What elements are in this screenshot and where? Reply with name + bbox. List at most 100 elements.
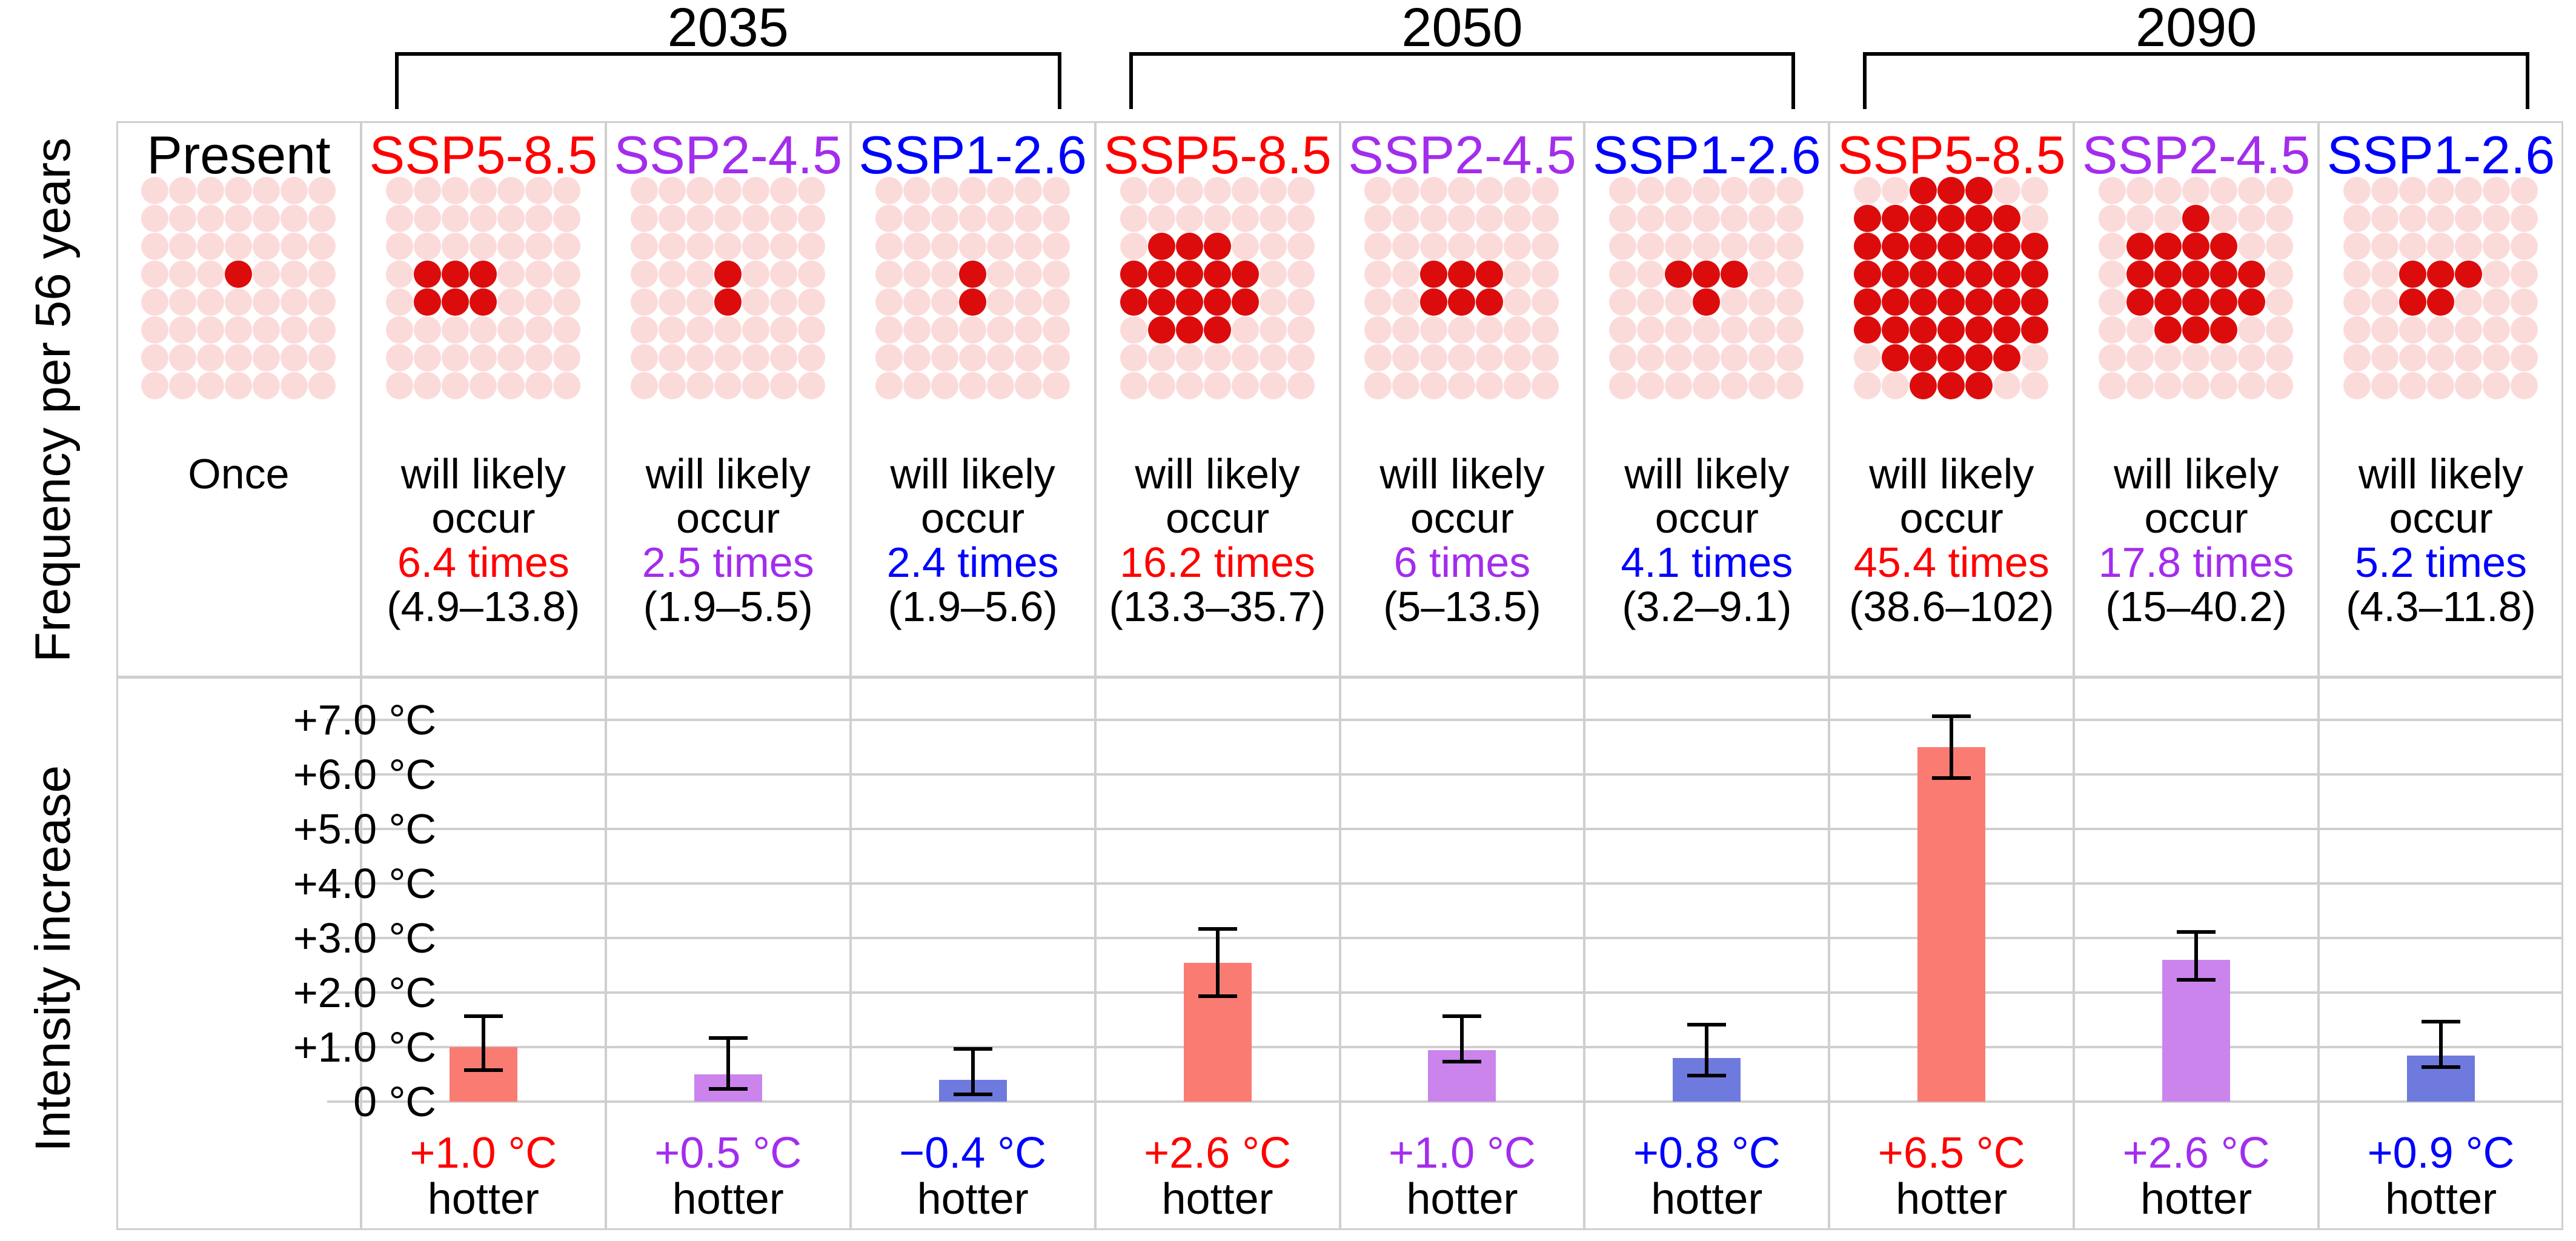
frequency-dot xyxy=(903,288,931,316)
frequency-dot xyxy=(658,344,686,371)
frequency-dot xyxy=(141,316,168,344)
frequency-dot xyxy=(769,288,797,316)
bar-value-label: −0.4 °C xyxy=(899,1129,1047,1177)
frequency-dot xyxy=(2371,316,2399,344)
frequency-dot xyxy=(385,372,413,399)
frequency-dot xyxy=(903,205,931,232)
frequency-dot xyxy=(497,205,525,232)
frequency-dot xyxy=(2238,233,2266,260)
frequency-dot-filled xyxy=(1910,288,1937,316)
frequency-dot-filled xyxy=(1965,261,1993,288)
error-bar-cap-top xyxy=(2422,1020,2461,1023)
frequency-dot xyxy=(2483,261,2511,288)
frequency-dot xyxy=(385,316,413,344)
freq-line-will: will likely xyxy=(400,450,566,497)
frequency-dot xyxy=(1882,372,1910,399)
frequency-dot xyxy=(1532,372,1559,399)
frequency-dot xyxy=(1776,288,1804,316)
frequency-dot xyxy=(1476,233,1504,260)
frequency-dot-filled xyxy=(1231,261,1259,288)
error-bar-cap-top xyxy=(2177,930,2216,934)
frequency-dot xyxy=(1259,205,1287,232)
frequency-dot xyxy=(2021,177,2049,204)
frequency-dot xyxy=(2455,316,2483,344)
frequency-dot xyxy=(1693,372,1721,399)
freq-times: 17.8 times xyxy=(2098,539,2294,586)
frequency-dot xyxy=(168,288,196,316)
frequency-dot xyxy=(2483,316,2511,344)
frequency-dot xyxy=(2371,177,2399,204)
frequency-dot xyxy=(497,344,525,371)
freq-times: 6 times xyxy=(1393,539,1531,586)
frequency-dot-filled xyxy=(1937,261,1965,288)
frequency-dot xyxy=(168,344,196,371)
frequency-dot xyxy=(2266,233,2294,260)
frequency-dot xyxy=(1259,233,1287,260)
frequency-dot xyxy=(497,261,525,288)
freq-line-will: will likely xyxy=(1624,450,1790,497)
frequency-dot-filled xyxy=(1854,233,1882,260)
error-bar-cap-top xyxy=(1932,714,1971,718)
frequency-dot xyxy=(1392,372,1420,399)
frequency-dot xyxy=(2427,372,2455,399)
freq-line-will: will likely xyxy=(2358,450,2524,497)
frequency-dot xyxy=(308,205,336,232)
bar-sublabel: hotter xyxy=(672,1175,784,1223)
scenario-header: SSP5-8.5 xyxy=(1837,125,2066,185)
frequency-dot xyxy=(1392,288,1420,316)
error-bar-stem xyxy=(2439,1020,2443,1069)
gridline xyxy=(327,773,2561,776)
freq-line-occur: occur xyxy=(1655,494,1759,542)
frequency-dot xyxy=(1637,372,1665,399)
frequency-dot-filled xyxy=(1910,261,1937,288)
frequency-dot xyxy=(658,205,686,232)
frequency-dot xyxy=(308,344,336,371)
frequency-dot xyxy=(875,344,903,371)
frequency-dot-filled xyxy=(1693,288,1721,316)
freq-line-will: will likely xyxy=(1869,450,2034,497)
frequency-dot xyxy=(168,205,196,232)
frequency-dot xyxy=(224,316,252,344)
freq-times: 45.4 times xyxy=(1853,539,2050,586)
frequency-dot xyxy=(2266,261,2294,288)
frequency-dot xyxy=(769,261,797,288)
frequency-dot-filled xyxy=(2238,288,2266,316)
frequency-dot-filled xyxy=(1937,177,1965,204)
frequency-dot xyxy=(1259,316,1287,344)
error-bar-cap-top xyxy=(1442,1014,1482,1018)
frequency-dot xyxy=(986,205,1014,232)
frequency-dot xyxy=(252,205,280,232)
frequency-dot xyxy=(469,372,497,399)
frequency-dot xyxy=(1120,177,1147,204)
frequency-dot-filled xyxy=(1147,316,1175,344)
freq-line-occur: occur xyxy=(2144,494,2248,542)
bar-value-label: +0.5 °C xyxy=(654,1129,802,1177)
freq-range: (3.2–9.1) xyxy=(1622,583,1792,630)
frequency-dot xyxy=(1665,177,1693,204)
frequency-dot xyxy=(196,372,224,399)
frequency-dot xyxy=(141,233,168,260)
frequency-dot xyxy=(141,205,168,232)
freq-range: (4.9–13.8) xyxy=(387,583,580,630)
error-bar-cap-top xyxy=(463,1014,503,1018)
frequency-dot xyxy=(1776,344,1804,371)
frequency-dot xyxy=(2266,372,2294,399)
freq-line-occur: occur xyxy=(431,494,536,542)
frequency-dot xyxy=(2099,205,2126,232)
frequency-dot xyxy=(1748,205,1776,232)
frequency-dot xyxy=(525,344,553,371)
frequency-dot xyxy=(196,233,224,260)
error-bar-cap-bottom xyxy=(708,1087,748,1091)
frequency-dot xyxy=(1637,316,1665,344)
frequency-dot xyxy=(1721,233,1748,260)
frequency-dot xyxy=(1532,344,1559,371)
frequency-dot xyxy=(280,316,308,344)
frequency-dot xyxy=(280,205,308,232)
frequency-dot xyxy=(1776,205,1804,232)
frequency-dot xyxy=(931,205,958,232)
frequency-dot xyxy=(308,372,336,399)
frequency-dot xyxy=(1364,344,1392,371)
frequency-once-label: Once xyxy=(188,450,290,497)
frequency-dot xyxy=(553,177,580,204)
frequency-dot xyxy=(797,372,825,399)
